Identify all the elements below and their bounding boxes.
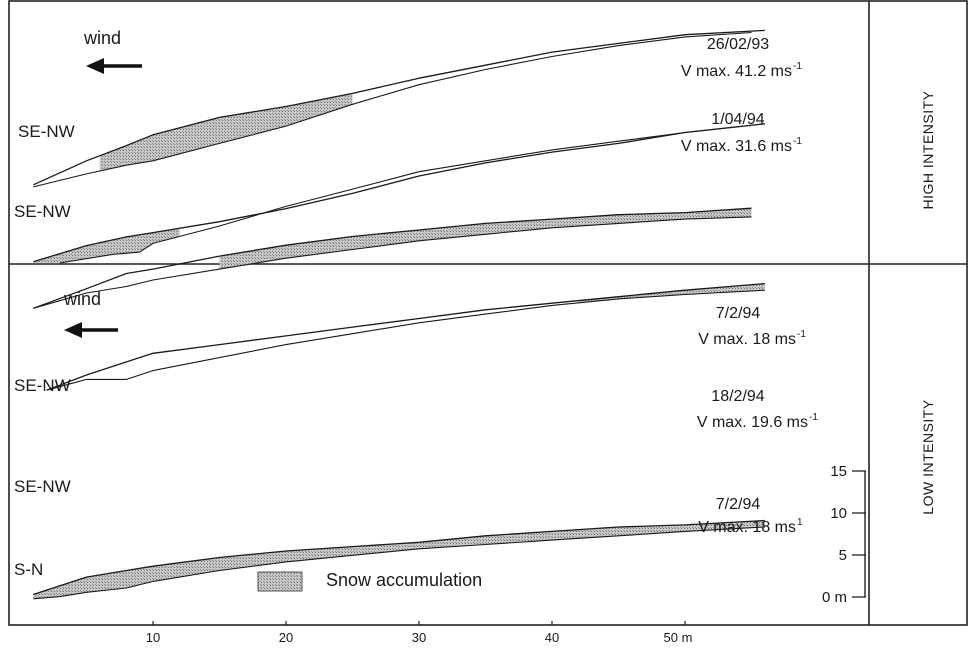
- profile-vmax-exponent: -1: [793, 61, 802, 72]
- legend-label: Snow accumulation: [326, 570, 482, 590]
- profile-direction-label: S-N: [14, 560, 43, 579]
- profile-high-2: SE-NW 1/04/94 V max. 31.6 ms -1: [14, 111, 802, 264]
- profile-date-label: 18/2/94: [711, 388, 764, 405]
- profile-vmax-label: V max. 18 ms: [698, 331, 796, 348]
- profile-direction-label: SE-NW: [14, 376, 71, 395]
- surface-before-line: [46, 289, 765, 391]
- profile-vmax-exponent: -1: [809, 412, 818, 423]
- profile-low-3: S-N 7/2/94 V max. 18 ms 1: [14, 496, 803, 600]
- profile-direction-label: SE-NW: [14, 477, 71, 496]
- surface-before-line: [33, 216, 752, 309]
- x-tick-label: 20: [279, 630, 293, 645]
- x-tick-label: 40: [545, 630, 559, 645]
- legend: Snow accumulation: [257, 570, 482, 592]
- profile-vmax-exponent: 1: [797, 517, 803, 528]
- scale-tick-label: 10: [830, 505, 847, 522]
- wind-label-high: wind: [83, 28, 121, 48]
- scale-tick-label: 5: [839, 547, 847, 564]
- profile-vmax-exponent: -1: [797, 329, 806, 340]
- wind-indicator-low: wind: [63, 289, 118, 338]
- profile-vmax-exponent: -1: [793, 136, 802, 147]
- profile-direction-label: SE-NW: [18, 122, 75, 141]
- profile-vmax-label: V max. 19.6 ms: [697, 414, 808, 431]
- x-tick-label: 10: [146, 630, 160, 645]
- wind-arrow-icon: [64, 322, 118, 338]
- surface-after-line: [46, 282, 765, 391]
- profile-direction-label: SE-NW: [14, 202, 71, 221]
- x-axis: 10 20 30 40 50 m: [146, 621, 693, 645]
- profile-vmax-label: V max. 18 ms: [698, 519, 796, 536]
- scale-tick-label: 0 m: [822, 589, 847, 606]
- profile-vmax-label: V max. 41.2 ms: [681, 63, 792, 80]
- surface-after-line: [33, 207, 752, 309]
- scale-tick-label: 15: [830, 463, 847, 480]
- x-tick-label: 30: [412, 630, 426, 645]
- profile-date-label: 1/04/94: [711, 111, 764, 128]
- snow-accumulation-area: [219, 208, 752, 270]
- surface-after-line: [33, 29, 765, 186]
- x-tick-label: 50 m: [664, 630, 693, 645]
- surface-before-line: [33, 526, 765, 600]
- side-label-low-intensity: LOW INTENSITY: [920, 399, 936, 515]
- surface-before-line: [33, 31, 752, 188]
- wind-indicator-high: wind: [83, 28, 142, 74]
- surface-after-line: [33, 519, 765, 596]
- surface-after-line: [33, 123, 765, 263]
- snow-accumulation-area: [33, 520, 765, 599]
- vertical-scale: 15 10 5 0 m: [822, 463, 866, 606]
- chart-frame: [8, 0, 968, 626]
- profile-date-label: 26/02/93: [707, 36, 769, 53]
- profile-vmax-label: V max. 31.6 ms: [681, 138, 792, 155]
- profile-date-label: 7/2/94: [716, 496, 761, 513]
- profile-date-label: 7/2/94: [716, 305, 761, 322]
- profile-low-1: SE-NW 7/2/94 V max. 18 ms -1: [14, 207, 806, 395]
- snow-accumulation-area: [33, 228, 180, 263]
- surface-before-line: [59, 123, 765, 264]
- legend-swatch: [257, 571, 303, 592]
- wind-arrow-icon: [86, 58, 142, 74]
- snow-accumulation-area: [99, 93, 353, 171]
- side-label-high-intensity: HIGH INTENSITY: [920, 90, 936, 209]
